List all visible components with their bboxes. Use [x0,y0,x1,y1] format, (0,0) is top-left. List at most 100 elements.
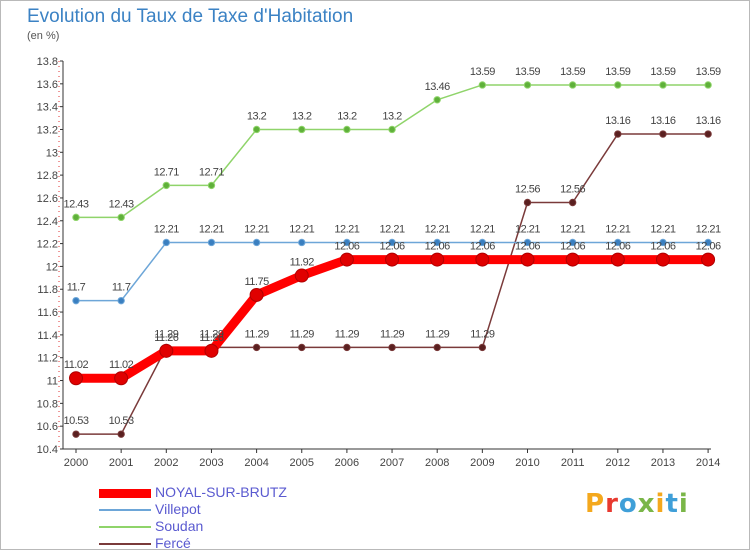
logo-letter: i [678,489,689,519]
series-point [614,81,622,89]
series-point [385,252,400,267]
y-tick-label: 12.6 [37,193,58,205]
series-point [69,371,83,386]
data-label: 13.59 [560,66,585,78]
series-point [478,343,487,352]
y-tick-label: 12.2 [37,239,58,251]
proxiti-logo: Proxiti [585,489,689,519]
data-label: 11.7 [67,282,86,294]
x-tick-label: 2004 [244,457,268,469]
x-tick-label: 2014 [696,457,720,469]
series-point [433,343,441,352]
data-label: 11.29 [470,328,495,340]
series-point [568,81,577,89]
series-point [701,252,716,267]
y-tick-label: 10.4 [37,444,58,456]
series-point [659,238,667,247]
series-point [339,252,354,267]
x-tick-label: 2003 [199,457,223,469]
data-label: 12.21 [560,223,585,235]
y-tick-label: 11 [47,376,58,388]
data-label: 10.53 [109,415,134,427]
series-point [252,238,261,247]
data-label: 12.06 [560,241,585,253]
series-point [72,296,80,305]
x-tick-label: 2009 [470,457,494,469]
data-label: 13.59 [696,66,721,78]
series-point [523,198,532,207]
legend-label: Soudan [155,518,204,534]
x-tick-label: 2008 [425,457,449,469]
data-label: 13.59 [605,66,630,78]
x-tick-label: 2007 [380,457,404,469]
data-label: 11.02 [109,359,134,371]
data-label: 12.06 [380,241,405,253]
data-label: 11.75 [244,276,269,288]
x-tick-label: 2010 [515,457,539,469]
series-line-2 [75,84,709,219]
series-point [298,125,306,134]
x-tick-label: 2011 [561,457,585,469]
data-label: 12.21 [696,223,721,235]
series-point [207,238,216,247]
data-label: 13.59 [515,66,540,78]
x-tick-label: 2005 [290,457,314,469]
axes: 10.4 10.6 10.8 11 11.2 11.4 11.6 11.8 12 12.2 12.4… [37,56,721,469]
data-label: 11.29 [425,328,450,340]
series-line-0 [71,255,713,383]
data-label: 12.21 [605,223,630,235]
series-point [162,181,171,190]
series-point [610,252,625,267]
logo-letter: i [655,489,666,519]
y-tick-label: 13.4 [37,102,58,114]
data-label: 11.29 [380,328,405,340]
series-point [117,213,125,222]
logo-letter: P [585,489,606,519]
data-label: 12.21 [515,223,540,235]
data-label: 12.71 [154,166,179,178]
legend-label: Villepot [155,501,201,517]
y-tick-label: 13.6 [37,79,58,91]
series-point [655,252,670,267]
y-tick-label: 11.2 [37,353,58,365]
data-label: 13.2 [382,110,402,122]
data-label: 13.59 [650,66,675,78]
data-label: 12.06 [334,241,359,253]
data-label: 12.21 [470,223,495,235]
data-label: 12.21 [650,223,675,235]
y-tick-label: 13 [46,147,58,159]
legend-swatch [99,526,151,528]
legend-swatch [99,509,151,511]
y-tick-label: 10.6 [37,421,58,433]
y-tick-label: 12 [46,261,58,273]
data-label: 13.2 [247,110,267,122]
data-label: 12.06 [425,241,450,253]
series-point [568,198,577,207]
chart-subtitle: (en %) [27,30,60,42]
data-label: 11.29 [154,328,179,340]
data-label: 11.26 [199,332,224,344]
data-label: 12.43 [109,198,134,210]
y-tick-label: 13.2 [37,124,58,136]
logo-letter: x [637,489,656,519]
y-tick-label: 11.6 [37,307,58,319]
series-point [523,238,532,247]
line-chart: 10.4 10.6 10.8 11 11.2 11.4 11.6 11.8 12 12.2 12.4… [37,56,722,469]
series-point [72,213,80,222]
data-label: 12.43 [63,198,88,210]
series-point [249,287,264,302]
series-point [72,430,80,438]
x-tick-label: 2013 [651,457,675,469]
series-point [343,238,351,247]
data-label: 12.06 [650,241,675,253]
data-label: 10.53 [63,415,88,427]
chart-title: Evolution du Taux de Taxe d'Habitation [27,6,354,27]
series-point [478,238,487,247]
y-tick-label: 11.4 [37,330,58,342]
series-point [252,343,261,352]
data-label: 12.06 [605,241,630,253]
series-line-3 [75,133,709,435]
series-point [614,238,622,247]
data-label: 11.7 [112,282,131,294]
y-tick-label: 11.8 [37,284,58,296]
